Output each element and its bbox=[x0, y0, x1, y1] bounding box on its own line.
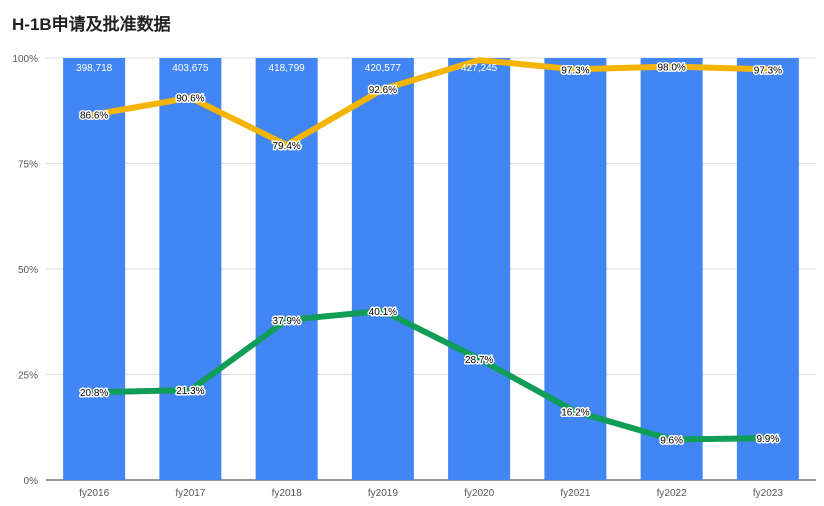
y-tick-label: 0% bbox=[24, 476, 39, 487]
bar bbox=[159, 58, 222, 480]
point-data-label: 28.7% bbox=[465, 355, 493, 366]
x-tick-label: fy2021 bbox=[560, 488, 590, 499]
point-data-label: 21.3% bbox=[176, 386, 204, 397]
series-point bbox=[477, 58, 482, 63]
series-line bbox=[91, 307, 771, 443]
series-point bbox=[284, 142, 289, 147]
bar bbox=[736, 58, 799, 480]
series-point bbox=[573, 67, 578, 72]
point-data-label: 37.9% bbox=[272, 316, 300, 327]
series-point bbox=[477, 356, 482, 361]
series-point bbox=[188, 388, 193, 393]
point-data-label: 97.3% bbox=[561, 65, 589, 76]
series-point bbox=[284, 318, 289, 323]
y-tick-label: 50% bbox=[18, 265, 38, 276]
series-point bbox=[765, 67, 770, 72]
point-data-label: 92.6% bbox=[369, 85, 397, 96]
x-tick-label: fy2018 bbox=[272, 488, 302, 499]
series-point bbox=[669, 437, 674, 442]
y-tick-label: 100% bbox=[12, 54, 38, 65]
point-data-label: 9.6% bbox=[660, 435, 683, 446]
point-data-label: 16.2% bbox=[561, 408, 589, 419]
bar-value-label: 427,245 bbox=[461, 63, 498, 74]
x-tick-label: fy2017 bbox=[175, 488, 205, 499]
x-tick-label: fy2019 bbox=[368, 488, 398, 499]
series-point bbox=[380, 308, 385, 313]
bar bbox=[63, 58, 126, 480]
series-point bbox=[765, 436, 770, 441]
bar bbox=[351, 58, 414, 480]
bar-value-label: 418,799 bbox=[269, 63, 306, 74]
point-data-label: 86.6% bbox=[80, 111, 108, 122]
point-data-label: 79.4% bbox=[272, 141, 300, 152]
bar bbox=[448, 58, 511, 480]
series-point bbox=[92, 112, 97, 117]
y-tick-label: 25% bbox=[18, 371, 38, 382]
bar-value-label: 398,718 bbox=[76, 63, 113, 74]
y-tick-label: 75% bbox=[18, 160, 38, 171]
x-tick-label: fy2016 bbox=[79, 488, 109, 499]
bar-value-label: 420,577 bbox=[365, 63, 402, 74]
point-data-label: 90.6% bbox=[176, 94, 204, 105]
point-data-label: 40.1% bbox=[369, 307, 397, 318]
bar bbox=[640, 58, 703, 480]
series-point bbox=[669, 64, 674, 69]
point-data-label: 97.3% bbox=[754, 65, 782, 76]
x-tick-label: fy2022 bbox=[657, 488, 687, 499]
x-tick-label: fy2023 bbox=[753, 488, 783, 499]
series-point bbox=[380, 87, 385, 92]
series-line bbox=[91, 57, 771, 148]
x-tick-label: fy2020 bbox=[464, 488, 494, 499]
bar-value-label: 403,675 bbox=[172, 63, 209, 74]
point-data-label: 20.8% bbox=[80, 388, 108, 399]
chart-title: H-1B申请及批准数据 bbox=[12, 15, 171, 34]
point-data-label: 9.9% bbox=[756, 434, 779, 445]
series-point bbox=[188, 95, 193, 100]
series-point bbox=[573, 409, 578, 414]
bar bbox=[255, 58, 318, 480]
series-point bbox=[92, 390, 97, 395]
point-data-label: 98.0% bbox=[657, 62, 685, 73]
